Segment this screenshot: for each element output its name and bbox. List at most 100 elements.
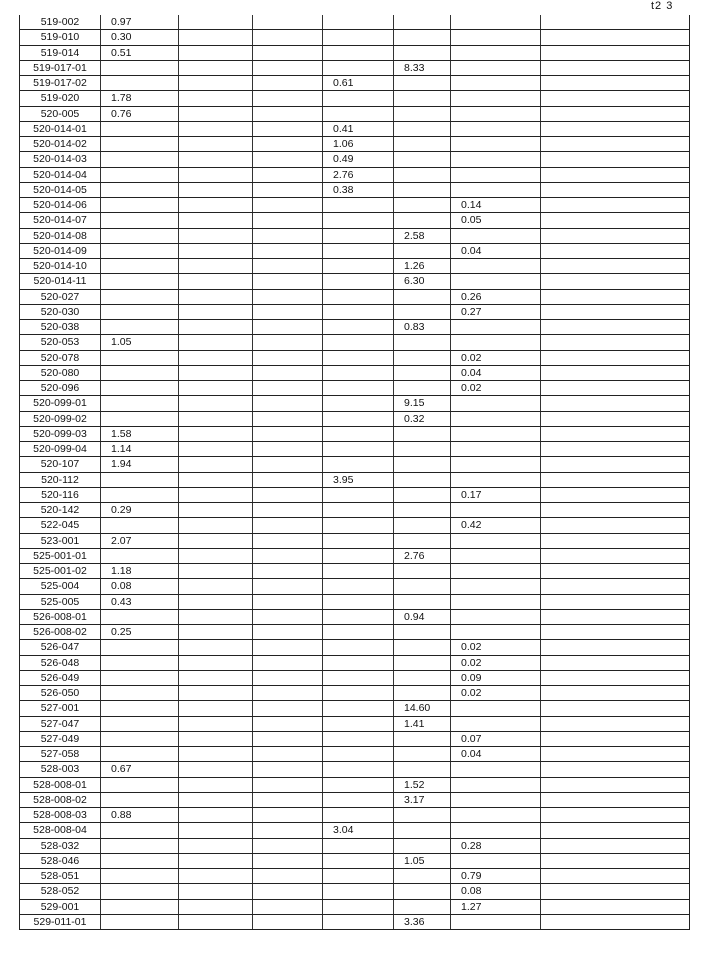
value-cell-5: [393, 197, 451, 214]
table-row: 526-008-02 0.25: [19, 624, 690, 641]
table-row: 520-030 0.27: [19, 304, 690, 321]
value-cell-6: [450, 609, 541, 626]
row-id-cell: 520-142: [19, 502, 101, 519]
empty-cell: [540, 822, 690, 839]
value-cell-4: [322, 609, 394, 626]
row-id-cell: 520-099-03: [19, 426, 101, 443]
value-cell-4: [322, 273, 394, 290]
table-row: 528-008-02 3.17: [19, 792, 690, 809]
value-cell-3: [252, 350, 323, 366]
value-cell-5: [393, 670, 451, 687]
empty-cell: [540, 273, 690, 290]
value-cell-6: 0.04: [450, 243, 541, 260]
value-cell-3: [252, 456, 323, 473]
empty-cell: [540, 502, 690, 519]
empty-cell: [540, 60, 690, 77]
value-cell-3: [252, 746, 323, 763]
value-cell-3: [252, 182, 323, 199]
value-cell-4: [322, 807, 394, 824]
row-id-cell: 526-049: [19, 670, 101, 687]
value-cell-6: [450, 106, 541, 122]
table-body: 519-002 0.97 519-010 0.30 519-014 0.51 519-017…: [19, 15, 690, 931]
value-cell-6: [450, 258, 541, 275]
value-cell-3: [252, 487, 323, 504]
value-cell-2: [178, 792, 253, 809]
value-cell-5: [393, 868, 451, 885]
value-cell-5: [393, 426, 451, 443]
row-id-cell: 528-008-03: [19, 807, 101, 824]
row-id-cell: 520-014-06: [19, 197, 101, 214]
value-cell-6: [450, 822, 541, 839]
value-cell-3: [252, 29, 323, 46]
row-id-cell: 528-052: [19, 883, 101, 900]
value-cell-1: 1.14: [100, 441, 179, 458]
row-id-cell: 528-032: [19, 838, 101, 854]
value-cell-6: 0.27: [450, 304, 541, 321]
value-cell-1: [100, 731, 179, 748]
value-cell-1: [100, 350, 179, 366]
empty-cell: [540, 365, 690, 382]
value-cell-1: [100, 777, 179, 793]
value-cell-6: [450, 777, 541, 793]
value-cell-5: [393, 731, 451, 748]
table-row: 520-014-09 0.04: [19, 243, 690, 260]
value-cell-3: [252, 151, 323, 168]
value-cell-1: [100, 548, 179, 565]
value-cell-1: [100, 380, 179, 397]
empty-cell: [540, 792, 690, 809]
value-cell-5: [393, 487, 451, 504]
value-cell-6: [450, 273, 541, 290]
table-row: 520-014-05 0.38: [19, 182, 690, 199]
value-cell-2: [178, 45, 253, 61]
value-cell-4: [322, 334, 394, 351]
value-cell-5: [393, 121, 451, 138]
value-cell-5: [393, 90, 451, 107]
value-cell-6: 0.02: [450, 655, 541, 671]
value-cell-6: 0.04: [450, 746, 541, 763]
value-cell-1: [100, 273, 179, 290]
empty-cell: [540, 243, 690, 260]
table-row: 525-004 0.08: [19, 578, 690, 595]
table-row: 525-001-01 2.76: [19, 548, 690, 565]
empty-cell: [540, 182, 690, 199]
value-cell-6: 0.02: [450, 685, 541, 702]
row-id-cell: 527-058: [19, 746, 101, 763]
value-cell-5: [393, 502, 451, 519]
value-cell-6: [450, 121, 541, 138]
value-cell-5: [393, 365, 451, 382]
value-cell-6: [450, 533, 541, 549]
empty-cell: [540, 304, 690, 321]
value-cell-5: 14.60: [393, 700, 451, 717]
empty-cell: [540, 289, 690, 305]
empty-cell: [540, 563, 690, 580]
value-cell-2: [178, 838, 253, 854]
table-row: 520-099-04 1.14: [19, 441, 690, 458]
row-id-cell: 520-053: [19, 334, 101, 351]
value-cell-3: [252, 441, 323, 458]
value-cell-2: [178, 319, 253, 336]
value-cell-1: 0.76: [100, 106, 179, 122]
value-cell-2: [178, 853, 253, 870]
value-cell-3: [252, 365, 323, 382]
table-row: 520-053 1.05: [19, 334, 690, 351]
table-row: 520-014-01 0.41: [19, 121, 690, 138]
table-row: 526-008-01 0.94: [19, 609, 690, 626]
value-cell-2: [178, 899, 253, 915]
value-cell-1: [100, 914, 179, 931]
value-cell-4: [322, 899, 394, 915]
value-cell-1: [100, 136, 179, 153]
row-id-cell: 520-014-10: [19, 258, 101, 275]
row-id-cell: 520-112: [19, 472, 101, 488]
table-row: 520-014-04 2.76: [19, 167, 690, 183]
value-cell-3: [252, 883, 323, 900]
value-cell-5: [393, 517, 451, 534]
value-cell-5: [393, 15, 451, 31]
empty-cell: [540, 472, 690, 488]
value-cell-4: [322, 883, 394, 900]
value-cell-2: [178, 777, 253, 793]
value-cell-4: [322, 777, 394, 793]
value-cell-4: [322, 517, 394, 534]
value-cell-3: [252, 60, 323, 77]
row-id-cell: 520-014-07: [19, 212, 101, 229]
row-id-cell: 529-011-01: [19, 914, 101, 931]
